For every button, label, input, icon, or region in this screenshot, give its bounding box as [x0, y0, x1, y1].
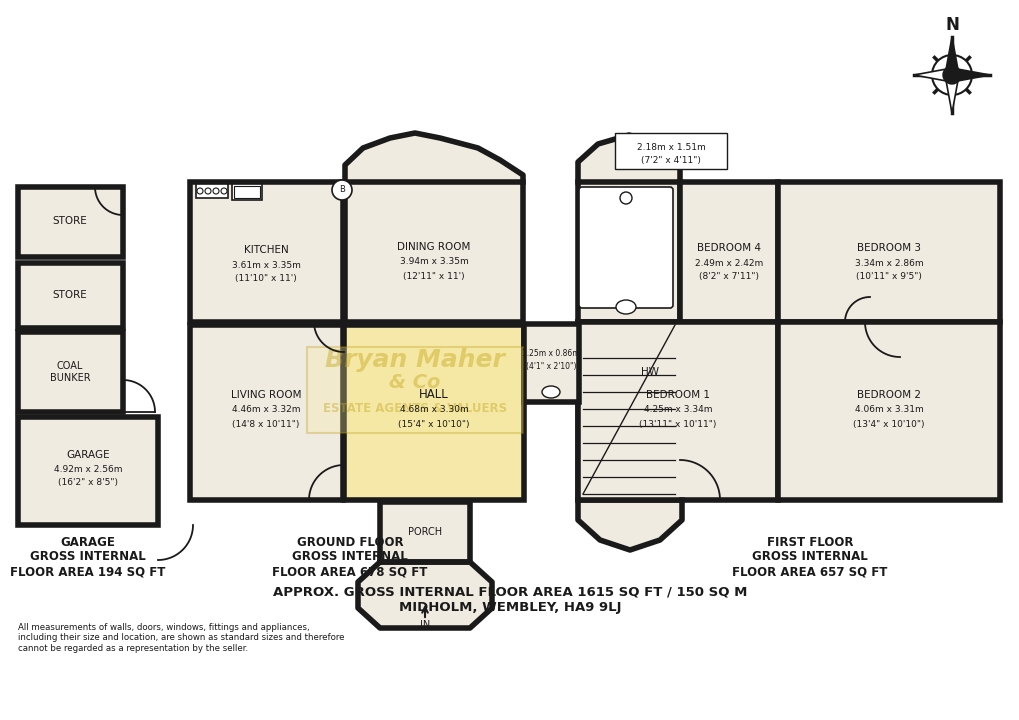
Polygon shape — [944, 75, 958, 113]
Circle shape — [620, 192, 632, 204]
Bar — [777, 322, 999, 500]
Text: GROSS INTERNAL: GROSS INTERNAL — [751, 551, 867, 564]
Polygon shape — [944, 37, 958, 75]
Text: LIVING ROOM: LIVING ROOM — [230, 390, 301, 400]
Bar — [233, 186, 260, 198]
Text: (13'4" x 10'10"): (13'4" x 10'10") — [853, 420, 924, 428]
Text: STORE: STORE — [53, 216, 88, 226]
Text: 4.92m x 2.56m: 4.92m x 2.56m — [54, 464, 122, 474]
Text: PORCH: PORCH — [408, 527, 441, 537]
Text: Bryan Maher: Bryan Maher — [325, 348, 504, 372]
Text: 2.18m x 1.51m: 2.18m x 1.51m — [636, 143, 705, 153]
Bar — [680, 182, 777, 322]
Text: 4.06m x 3.31m: 4.06m x 3.31m — [854, 405, 922, 415]
FancyBboxPatch shape — [614, 133, 727, 169]
Text: HALL: HALL — [419, 389, 448, 402]
Bar — [190, 325, 342, 500]
Text: (14'8 x 10'11"): (14'8 x 10'11") — [232, 420, 300, 428]
Text: 3.34m x 2.86m: 3.34m x 2.86m — [854, 258, 922, 268]
Text: (16'2" x 8'5"): (16'2" x 8'5") — [58, 479, 118, 487]
Text: BEDROOM 1: BEDROOM 1 — [645, 390, 709, 400]
Text: 3.61m x 3.35m: 3.61m x 3.35m — [231, 261, 301, 269]
Text: MIDHOLM, WEMBLEY, HA9 9LJ: MIDHOLM, WEMBLEY, HA9 9LJ — [398, 601, 621, 614]
Circle shape — [931, 55, 971, 95]
Bar — [524, 324, 579, 402]
Text: (15'4" x 10'10"): (15'4" x 10'10") — [397, 420, 470, 428]
Text: GROUND FLOOR: GROUND FLOOR — [297, 536, 403, 549]
Bar — [578, 182, 680, 322]
Polygon shape — [578, 500, 682, 550]
Text: BEDROOM 3: BEDROOM 3 — [856, 243, 920, 253]
Bar — [190, 182, 342, 322]
Text: 4.68m x 3.30m: 4.68m x 3.30m — [399, 405, 468, 415]
Text: (13'11" x 10'11"): (13'11" x 10'11") — [639, 420, 716, 428]
Text: GARAGE: GARAGE — [60, 536, 115, 549]
Text: (8'2" x 7'11"): (8'2" x 7'11") — [698, 272, 758, 282]
Polygon shape — [344, 133, 523, 182]
Text: B: B — [338, 186, 344, 194]
Text: N: N — [945, 16, 958, 34]
Polygon shape — [358, 562, 491, 628]
Text: HW: HW — [640, 367, 658, 377]
Ellipse shape — [615, 300, 636, 314]
Text: FLOOR AREA 678 SQ FT: FLOOR AREA 678 SQ FT — [272, 565, 427, 578]
Text: BEDROOM 2: BEDROOM 2 — [856, 390, 920, 400]
Text: GROSS INTERNAL: GROSS INTERNAL — [31, 551, 146, 564]
Polygon shape — [951, 68, 989, 82]
Text: BEDROOM 4: BEDROOM 4 — [696, 243, 760, 253]
Text: APPROX. GROSS INTERNAL FLOOR AREA 1615 SQ FT / 150 SQ M: APPROX. GROSS INTERNAL FLOOR AREA 1615 S… — [272, 585, 747, 598]
Text: 1.25m x 0.86m: 1.25m x 0.86m — [522, 349, 579, 359]
Text: All measurements of walls, doors, windows, fittings and appliances,
including th: All measurements of walls, doors, window… — [18, 623, 344, 653]
Text: (11'10" x 11'): (11'10" x 11') — [235, 274, 297, 284]
Text: (10'11" x 9'5"): (10'11" x 9'5") — [855, 272, 921, 282]
Bar — [578, 322, 777, 500]
Ellipse shape — [541, 386, 559, 398]
Polygon shape — [913, 68, 951, 82]
Text: IN: IN — [420, 620, 430, 630]
Text: COAL
BUNKER: COAL BUNKER — [50, 361, 91, 383]
Text: 3.94m x 3.35m: 3.94m x 3.35m — [399, 258, 468, 266]
Text: 4.25m x 3.34m: 4.25m x 3.34m — [643, 405, 711, 415]
Circle shape — [943, 66, 960, 84]
Bar — [18, 187, 123, 257]
Bar — [18, 263, 123, 328]
Bar — [344, 182, 523, 322]
Text: (12'11" x 11'): (12'11" x 11') — [403, 271, 465, 281]
Text: & Co: & Co — [389, 372, 440, 392]
Text: ESTATE AGENTS & VALUERS: ESTATE AGENTS & VALUERS — [323, 402, 506, 415]
Circle shape — [331, 180, 352, 200]
Bar — [231, 184, 262, 200]
Text: KITCHEN: KITCHEN — [244, 245, 288, 255]
Text: (7'2" x 4'11"): (7'2" x 4'11") — [640, 156, 700, 164]
Text: 4.46m x 3.32m: 4.46m x 3.32m — [231, 405, 300, 415]
Text: GROSS INTERNAL: GROSS INTERNAL — [291, 551, 408, 564]
Text: 2.49m x 2.42m: 2.49m x 2.42m — [694, 258, 762, 268]
Text: FIRST FLOOR: FIRST FLOOR — [766, 536, 853, 549]
Text: FLOOR AREA 194 SQ FT: FLOOR AREA 194 SQ FT — [10, 565, 165, 578]
Bar — [380, 502, 470, 562]
Text: DINING ROOM: DINING ROOM — [397, 242, 470, 252]
Polygon shape — [578, 135, 680, 182]
Text: STORE: STORE — [53, 290, 88, 300]
Bar — [196, 184, 228, 198]
FancyBboxPatch shape — [579, 187, 673, 308]
Text: FLOOR AREA 657 SQ FT: FLOOR AREA 657 SQ FT — [732, 565, 887, 578]
Bar — [18, 332, 123, 412]
Bar — [343, 325, 524, 500]
Bar — [578, 322, 680, 500]
Bar — [777, 182, 999, 322]
Text: GARAGE: GARAGE — [66, 450, 110, 460]
Text: (4'1" x 2'10"): (4'1" x 2'10") — [525, 361, 576, 371]
FancyBboxPatch shape — [307, 347, 523, 433]
Bar — [18, 417, 158, 525]
